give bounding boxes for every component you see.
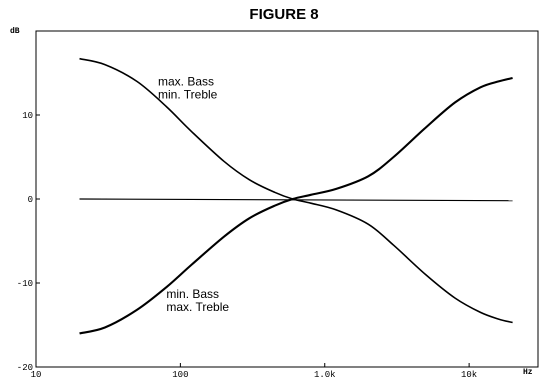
series-line-flat [79, 198, 513, 202]
x-axis-unit: Hz [523, 368, 533, 377]
x-tick-label: 100 [172, 370, 188, 380]
x-tick-label: 10k [461, 370, 477, 380]
chart-title: FIGURE 8 [249, 6, 318, 23]
series-group [79, 57, 513, 335]
series-line-max-bass-min-treble [79, 57, 513, 324]
y-tick-label: 0 [28, 195, 33, 205]
y-tick-label: 10 [22, 111, 33, 121]
annotation-label: max. Bass [158, 75, 214, 89]
y-axis-unit: dB [10, 27, 20, 36]
x-tick-label: 10 [31, 370, 42, 380]
y-tick-label: -10 [17, 279, 33, 289]
annotation-label: min. Bass [166, 287, 219, 301]
annotation-label: min. Treble [158, 88, 218, 102]
x-tick-label: 1.0k [314, 370, 336, 380]
y-tick-label: -20 [17, 363, 33, 373]
annotation-label: max. Treble [166, 300, 229, 314]
series-line-min-bass-max-treble [79, 76, 513, 335]
